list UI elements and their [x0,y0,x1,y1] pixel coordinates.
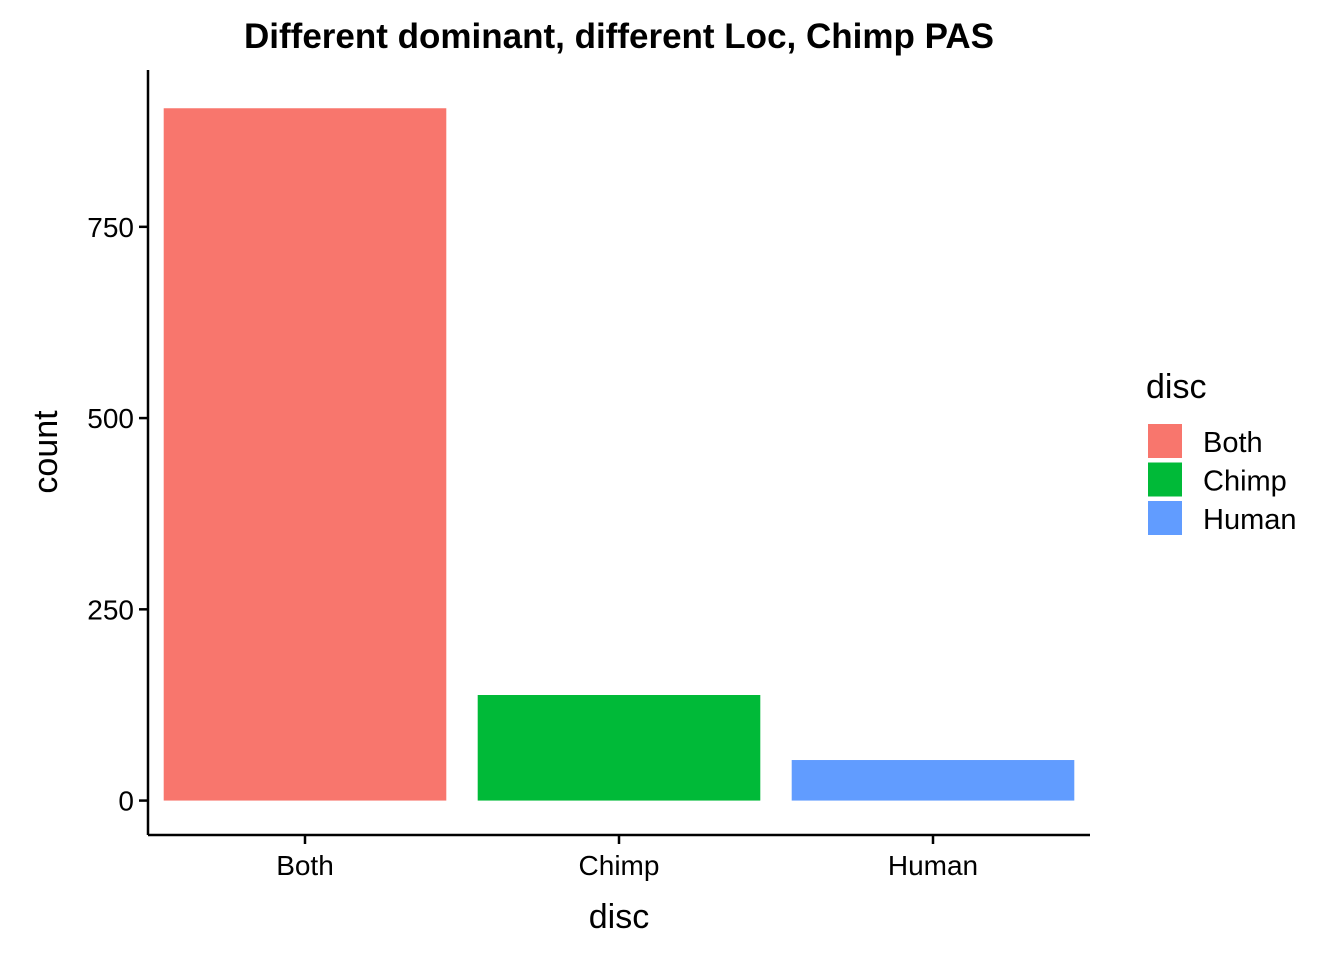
legend-label: Human [1203,504,1297,536]
chart-title: Different dominant, different Loc, Chimp… [244,17,994,56]
bars-group [163,108,1075,801]
legend-swatch-chimp [1148,462,1182,497]
legend: disc Both Chimp Human [1146,368,1297,536]
y-tick-label: 500 [87,403,134,434]
bar-both [163,108,447,801]
y-axis: 0 250 500 750 [87,70,150,835]
bar-human [791,760,1075,801]
legend-title: disc [1146,368,1206,406]
y-tick-label: 750 [87,212,134,243]
x-axis-title: disc [589,898,649,936]
legend-swatch-human [1148,501,1182,535]
x-tick-label: Chimp [579,850,660,881]
legend-label: Chimp [1203,466,1287,498]
x-axis: Both Chimp Human [148,833,1090,881]
y-tick-label: 0 [118,786,134,817]
legend-swatch-both [1148,424,1182,458]
x-tick-label: Human [888,850,978,881]
x-tick-label: Both [276,850,334,881]
bar-chimp [477,695,761,801]
legend-label: Both [1203,427,1263,459]
y-axis-title: count [27,410,65,494]
y-tick-label: 250 [87,594,134,625]
